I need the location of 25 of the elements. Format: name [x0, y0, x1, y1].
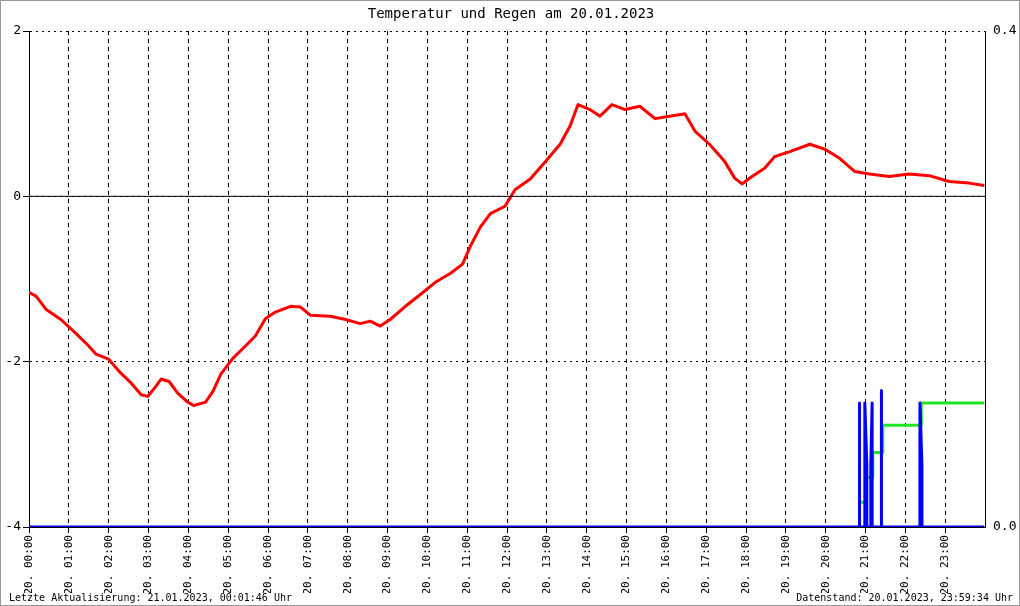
- x-tick-label: 20. 17:00: [699, 535, 713, 595]
- x-tick-label: 20. 08:00: [340, 535, 354, 595]
- text: Datenstand: 20.01.2023, 23:59:34 Uhr: [796, 592, 1013, 603]
- x-tick-label: 20. 18:00: [738, 535, 752, 595]
- y-tick-label: 2: [13, 22, 21, 38]
- chart-title: Temperatur und Regen am 20.01.2023: [367, 5, 655, 21]
- x-tick-label: 20. 19:00: [778, 535, 792, 595]
- text: Letzte Aktualisierung: 21.01.2023, 00:01:46 Uhr: [9, 592, 292, 603]
- x-tick-label: 20. 00:00: [21, 535, 35, 595]
- x-tick-label: 20. 14:00: [579, 535, 593, 595]
- x-tick-label: 20. 10:00: [420, 535, 434, 595]
- y-tick-label: -4: [5, 518, 22, 534]
- y-tick-label: -2: [5, 353, 21, 369]
- x-tick-label: 20. 07:00: [300, 535, 314, 595]
- x-tick-label: 20. 20:00: [818, 535, 832, 595]
- y2-tick-label: 0.4: [993, 22, 1017, 38]
- y2-tick-label: 0.0: [993, 518, 1017, 534]
- x-tick-label: 20. 15:00: [619, 535, 633, 595]
- x-tick-label: 20. 02:00: [101, 535, 115, 595]
- x-tick-label: 20. 11:00: [460, 535, 474, 595]
- x-tick-label: 20. 16:00: [659, 535, 673, 595]
- x-tick-label: 20. 13:00: [539, 535, 553, 595]
- x-tick-label: 20. 12:00: [499, 535, 513, 595]
- y-tick-label: 0: [13, 187, 21, 203]
- x-tick-label: 20. 09:00: [380, 535, 394, 595]
